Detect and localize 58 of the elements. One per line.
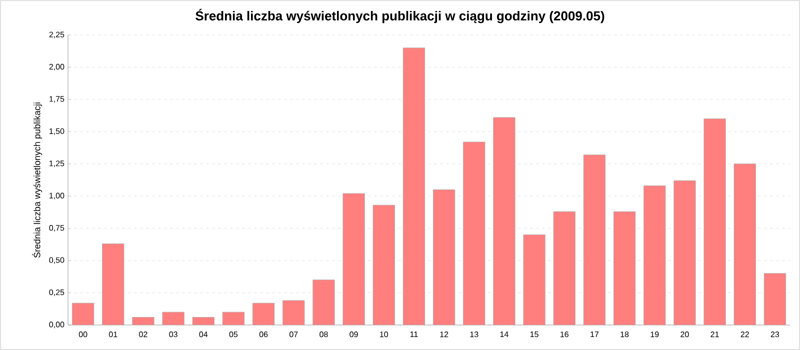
x-tick-label: 16 bbox=[560, 332, 568, 338]
bar bbox=[523, 234, 546, 325]
bar bbox=[463, 142, 486, 325]
x-tick-label: 05 bbox=[229, 332, 238, 338]
x-tick-label: 04 bbox=[199, 332, 208, 338]
x-tick-label: 14 bbox=[500, 332, 508, 338]
x-tick-label: 08 bbox=[320, 332, 328, 338]
y-tick-label: 2,25 bbox=[49, 32, 64, 38]
x-tick-label: 12 bbox=[440, 332, 448, 338]
bar bbox=[553, 211, 576, 325]
x-tick-label: 10 bbox=[380, 332, 388, 338]
y-axis-title: Średnia liczba wyświetlonych publikacji bbox=[32, 102, 42, 258]
bar bbox=[72, 302, 94, 325]
x-tick-label: 07 bbox=[289, 332, 298, 338]
bar bbox=[312, 280, 335, 325]
chart-title: Średnia liczba wyświetlonych publikacji w ciągu godziny (2009.05) bbox=[196, 8, 604, 24]
bar bbox=[342, 193, 365, 325]
bar bbox=[433, 189, 456, 325]
y-tick-label: 1,75 bbox=[50, 96, 64, 103]
x-tick-label: 09 bbox=[350, 332, 358, 338]
y-tick-label: 1,25 bbox=[50, 160, 64, 168]
x-tick-label: 01 bbox=[109, 332, 118, 338]
bar bbox=[102, 244, 124, 325]
y-tick-label: 0,75 bbox=[49, 225, 64, 232]
x-tick-label: 18 bbox=[620, 332, 629, 338]
bar bbox=[222, 312, 244, 325]
y-tick-label: 2,00 bbox=[49, 64, 64, 71]
bar bbox=[402, 48, 425, 325]
x-tick-label: 19 bbox=[650, 332, 659, 338]
x-tick-label: 00 bbox=[78, 332, 88, 338]
bar bbox=[162, 312, 184, 325]
bar bbox=[372, 204, 395, 325]
x-tick-label: 02 bbox=[139, 332, 148, 338]
bar bbox=[704, 118, 726, 325]
x-tick-label: 06 bbox=[259, 332, 268, 338]
x-tick-label: 21 bbox=[710, 332, 719, 338]
y-tick-label: 0,00 bbox=[49, 322, 64, 328]
bar bbox=[493, 117, 516, 325]
bar bbox=[644, 186, 666, 325]
bar bbox=[583, 154, 606, 325]
bar bbox=[614, 211, 636, 325]
x-tick-label: 23 bbox=[770, 332, 780, 338]
x-tick-label: 20 bbox=[680, 332, 689, 338]
x-tick-label: 03 bbox=[169, 332, 178, 338]
y-tick-label: 0,50 bbox=[49, 257, 64, 264]
x-tick-label: 13 bbox=[470, 332, 478, 338]
x-tick-label: 11 bbox=[410, 332, 418, 338]
x-tick-label: 15 bbox=[530, 332, 538, 338]
x-tick-label: 22 bbox=[740, 332, 749, 338]
x-tick-label: 17 bbox=[590, 332, 599, 338]
bar bbox=[282, 300, 305, 325]
y-tick-label: 0,25 bbox=[49, 289, 64, 296]
bar bbox=[734, 164, 756, 325]
y-tick-label: 1,50 bbox=[50, 128, 64, 135]
y-tick-label: 1,00 bbox=[50, 192, 64, 200]
bar bbox=[674, 180, 696, 325]
bar bbox=[764, 273, 786, 325]
bar bbox=[252, 302, 275, 325]
